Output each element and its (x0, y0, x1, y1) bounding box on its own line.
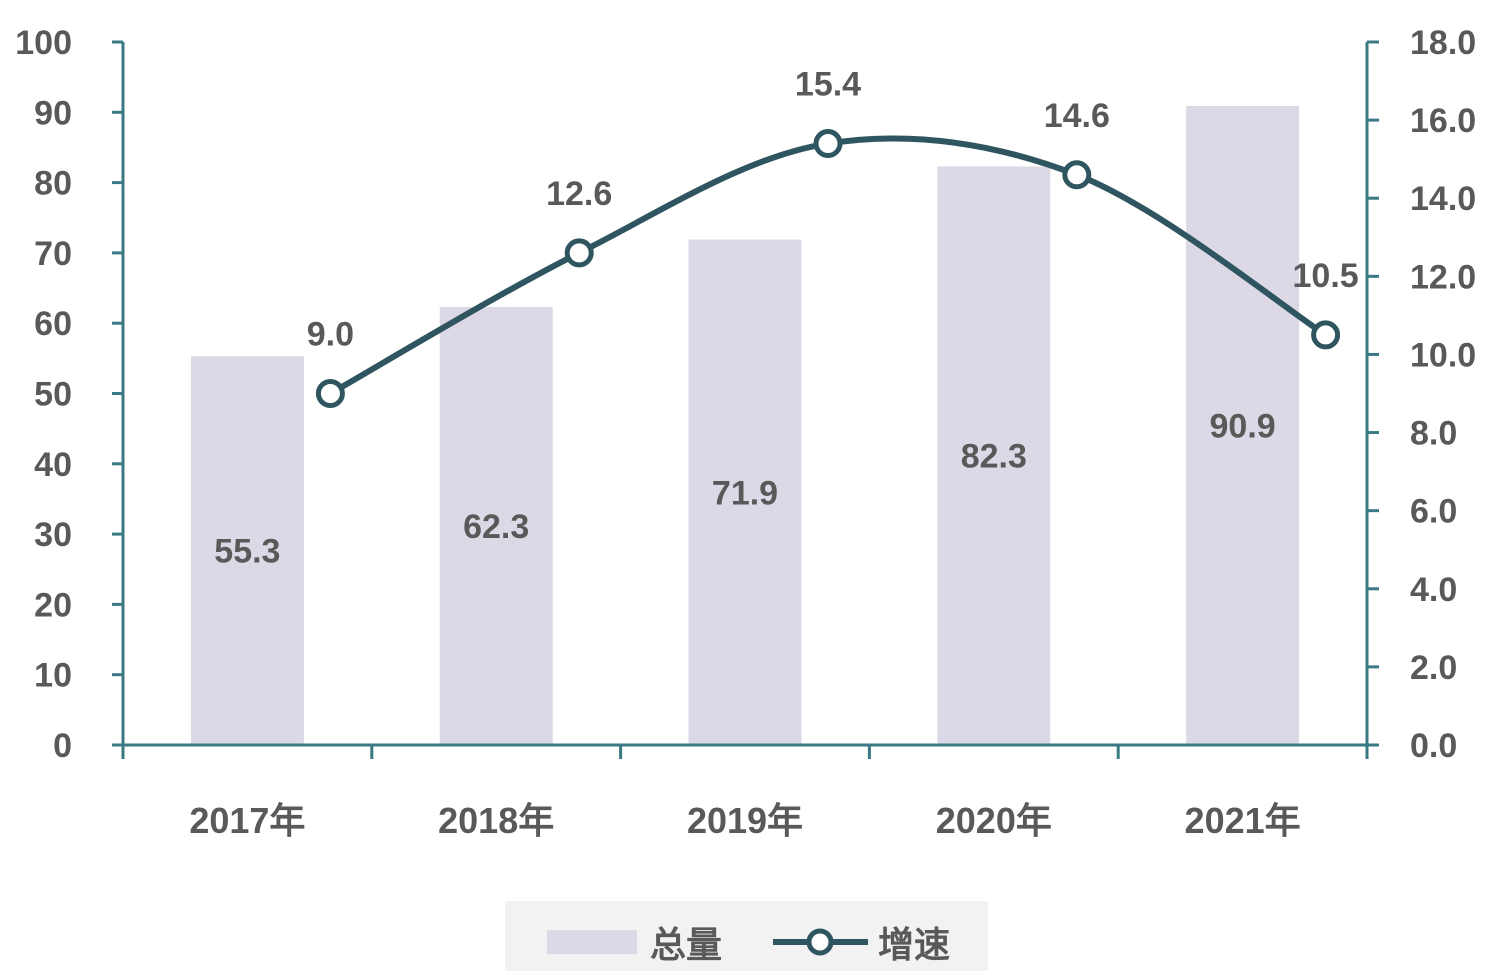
growth-point-marker (813, 129, 843, 159)
bar-2019年 (688, 239, 802, 745)
growth-point-marker (564, 238, 594, 268)
right-tick-label: 2.0 (1410, 649, 1457, 687)
right-tick-label: 0.0 (1410, 727, 1457, 765)
bar-value-label: 82.3 (961, 438, 1027, 476)
left-tick-label: 40 (34, 446, 72, 484)
left-tick-label: 60 (34, 305, 72, 343)
legend: 总量 增速 (505, 901, 988, 971)
growth-point-marker (315, 379, 345, 408)
legend-line-label: 增速 (878, 925, 950, 966)
bar-value-label: 90.9 (1210, 407, 1276, 445)
legend-bar-label: 总量 (650, 925, 722, 966)
right-tick-label: 8.0 (1410, 415, 1457, 453)
left-tick-label: 90 (34, 94, 72, 132)
bars-layer (190, 105, 1300, 745)
left-tick-label: 80 (34, 165, 72, 203)
left-tick-label: 20 (34, 586, 72, 624)
right-tick-label: 10.0 (1410, 336, 1476, 374)
x-tick-label: 2018年 (438, 800, 554, 841)
left-tick-label: 10 (34, 657, 72, 695)
legend-line-marker-icon (806, 928, 834, 956)
bar-2017年 (190, 356, 304, 745)
growth-point-marker (1062, 160, 1092, 190)
x-tick-label: 2017年 (189, 800, 305, 841)
right-tick-label: 18.0 (1410, 24, 1476, 62)
bar-2020年 (937, 166, 1051, 745)
left-tick-label: 100 (15, 24, 72, 62)
axes-layer: 0 10 20 30 40 50 60 70 80 90 100 0.0 2.0 4.0 6.0 8.0 10.… (15, 24, 1476, 841)
right-tick-label: 16.0 (1410, 102, 1476, 140)
x-tick-label: 2019年 (687, 800, 803, 841)
right-tick-label: 12.0 (1410, 258, 1476, 296)
growth-point-marker (1311, 320, 1341, 350)
growth-line-layer (315, 129, 1341, 408)
labels-layer: 55.3 62.3 71.9 82.3 90.9 9.0 12.6 15.4 14.6 10.5 (214, 66, 1358, 571)
left-tick-label: 50 (34, 376, 72, 414)
growth-value-label: 10.5 (1293, 257, 1359, 295)
bar-2021年 (1186, 105, 1300, 745)
x-tick-label: 2020年 (936, 800, 1052, 841)
left-tick-label: 70 (34, 235, 72, 273)
bar-value-label: 71.9 (712, 474, 778, 512)
bar-2018年 (439, 307, 553, 745)
right-tick-label: 6.0 (1410, 493, 1457, 531)
legend-bar-swatch (547, 930, 637, 954)
growth-value-label: 9.0 (307, 316, 354, 354)
growth-value-label: 15.4 (795, 66, 861, 104)
right-tick-label: 14.0 (1410, 180, 1476, 218)
right-tick-label: 4.0 (1410, 571, 1457, 609)
bar-value-label: 55.3 (214, 533, 280, 571)
left-tick-label: 0 (53, 727, 72, 765)
growth-value-label: 14.6 (1044, 97, 1110, 135)
bar-value-label: 62.3 (463, 508, 529, 546)
x-tick-label: 2021年 (1185, 800, 1301, 841)
left-tick-label: 30 (34, 516, 72, 554)
growth-value-label: 12.6 (546, 175, 612, 213)
